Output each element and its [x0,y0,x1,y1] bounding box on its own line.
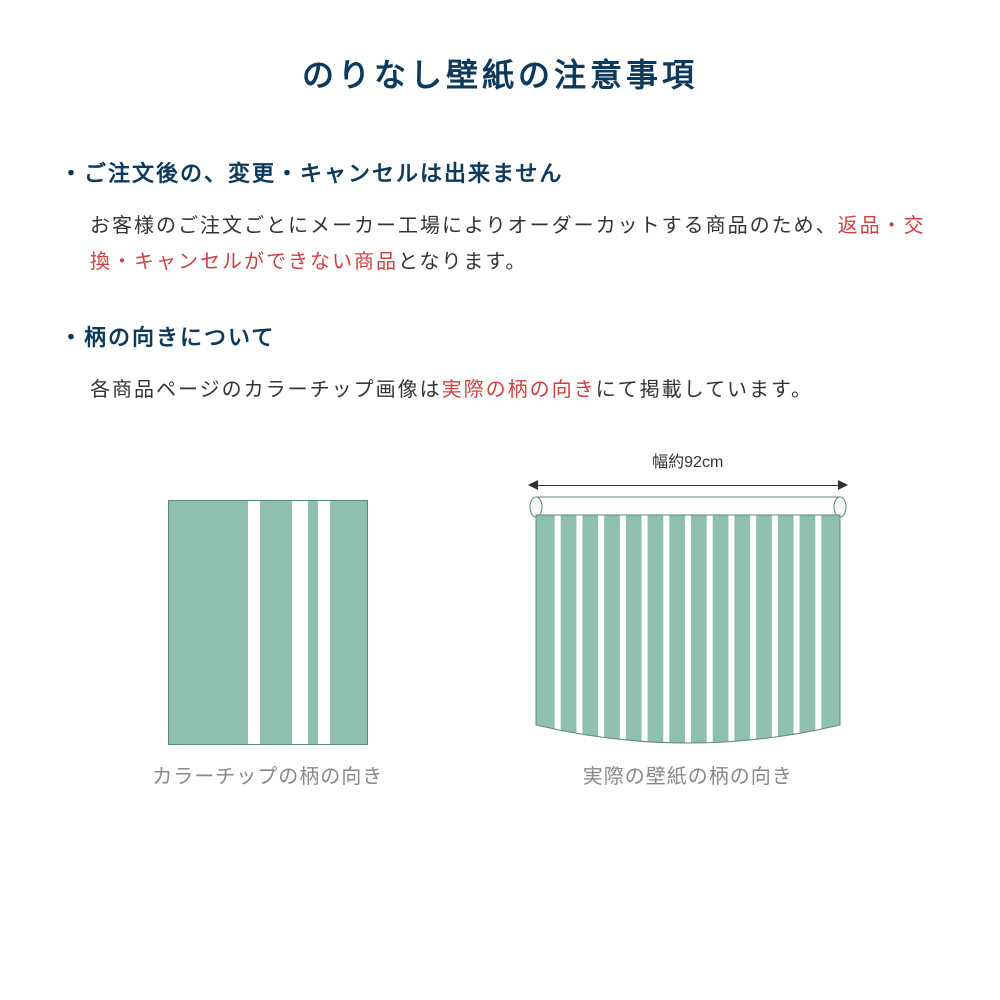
chip-caption: カラーチップの柄の向き [152,760,383,789]
body-pattern: 各商品ページのカラーチップ画像は実際の柄の向きにて掲載しています。 [60,372,940,408]
heading-cancel: ・ご注文後の、変更・キャンセルは出来ません [60,156,940,188]
heading-pattern: ・柄の向きについて [60,320,940,352]
text-pre: 各商品ページのカラーチップ画像は [90,379,442,401]
diagram-container: カラーチップの柄の向き 幅約92cm 実際の壁紙の柄の向き [60,448,940,789]
text-highlight: 実際の柄の向き [442,379,596,401]
page-title: のりなし壁紙の注意事項 [60,50,940,96]
text-pre: お客様のご注文ごとにメーカー工場によりオーダーカットする商品のため、 [90,215,838,237]
color-chip-icon [168,500,368,745]
wallpaper-roll-icon [528,495,848,745]
diagram-wallpaper-roll: 幅約92cm 実際の壁紙の柄の向き [528,448,848,789]
width-label: 幅約92cm [652,448,723,472]
body-cancel: お客様のご注文ごとにメーカー工場によりオーダーカットする商品のため、返品・交換・… [60,208,940,280]
arrow-bar [538,485,838,486]
text-post: となります。 [398,251,527,273]
roll-caption: 実際の壁紙の柄の向き [583,760,793,789]
arrow-left-icon [528,480,538,490]
arrow-right-icon [838,480,848,490]
text-post: にて掲載しています。 [596,379,813,401]
section-pattern: ・柄の向きについて 各商品ページのカラーチップ画像は実際の柄の向きにて掲載してい… [60,320,940,408]
diagram-color-chip: カラーチップの柄の向き [152,500,383,789]
section-cancel: ・ご注文後の、変更・キャンセルは出来ません お客様のご注文ごとにメーカー工場によ… [60,156,940,280]
width-arrow [528,480,848,490]
